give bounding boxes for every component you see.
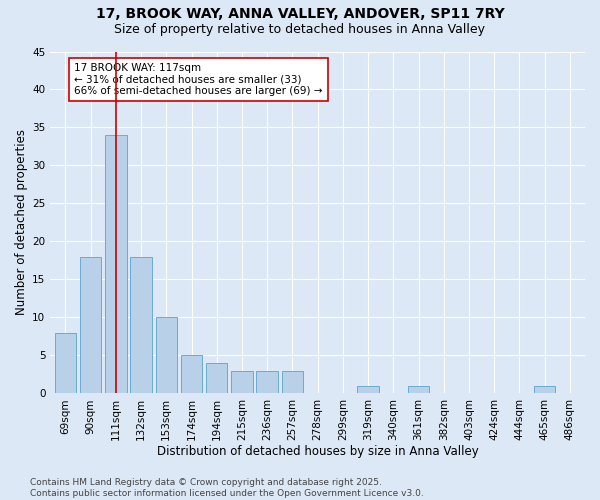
Bar [155, 318, 177, 394]
Bar [105, 135, 127, 394]
Bar [231, 370, 253, 394]
X-axis label: Distribution of detached houses by size in Anna Valley: Distribution of detached houses by size … [157, 444, 479, 458]
Bar [534, 386, 556, 394]
Bar [80, 256, 101, 394]
Text: Size of property relative to detached houses in Anna Valley: Size of property relative to detached ho… [115, 22, 485, 36]
Bar [55, 332, 76, 394]
Bar [206, 363, 227, 394]
Text: 17, BROOK WAY, ANNA VALLEY, ANDOVER, SP11 7RY: 17, BROOK WAY, ANNA VALLEY, ANDOVER, SP1… [95, 8, 505, 22]
Bar [408, 386, 429, 394]
Bar [281, 370, 303, 394]
Bar [256, 370, 278, 394]
Text: Contains HM Land Registry data © Crown copyright and database right 2025.
Contai: Contains HM Land Registry data © Crown c… [30, 478, 424, 498]
Bar [130, 256, 152, 394]
Bar [181, 356, 202, 394]
Y-axis label: Number of detached properties: Number of detached properties [15, 130, 28, 316]
Text: 17 BROOK WAY: 117sqm
← 31% of detached houses are smaller (33)
66% of semi-detac: 17 BROOK WAY: 117sqm ← 31% of detached h… [74, 63, 323, 96]
Bar [358, 386, 379, 394]
